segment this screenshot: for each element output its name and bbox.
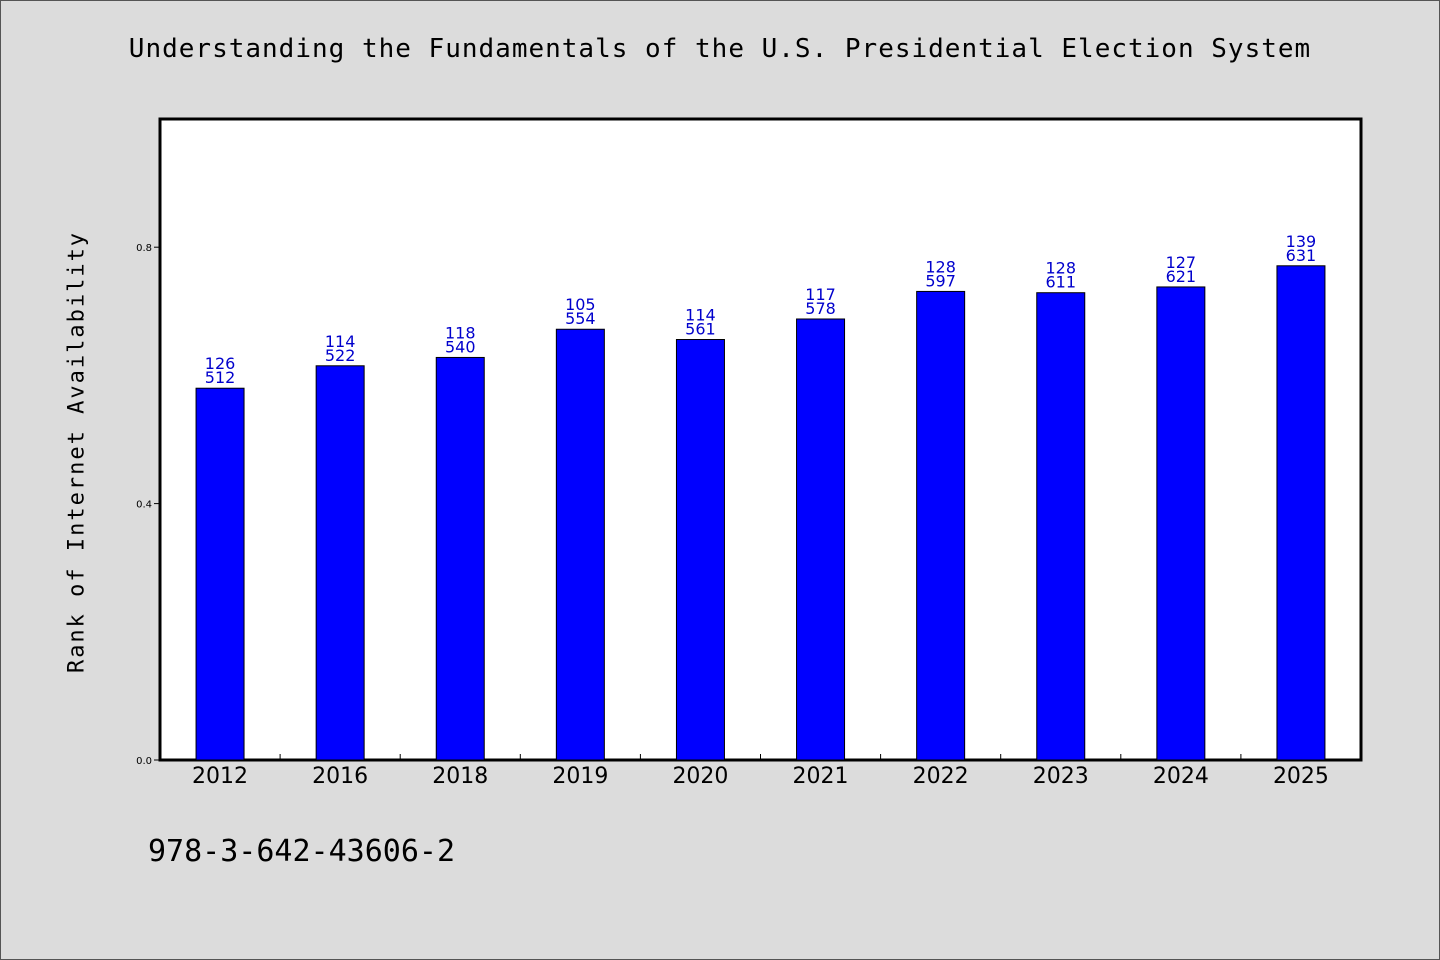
value-label-bottom: 621 [1166,267,1197,286]
bar [796,318,846,761]
bar [675,339,725,761]
x-tick-label: 2019 [552,764,608,789]
bar [1276,265,1326,761]
bar [435,356,485,761]
x-tick-label: 2024 [1153,764,1209,789]
value-label-bottom: 554 [565,309,596,328]
bar [1156,286,1206,761]
value-label-top: 126 [205,354,236,373]
value-label-top: 105 [565,295,596,314]
value-label-top: 117 [805,285,836,304]
x-tick-label: 2012 [192,764,248,789]
value-label-top: 127 [1166,253,1197,272]
x-tick-label: 2016 [312,764,368,789]
value-label-bottom: 597 [925,271,956,290]
value-label-bottom: 561 [685,320,716,339]
y-axis-label: Rank of Internet Availability [64,230,90,674]
bar [916,290,966,761]
y-tick-label: 0.8 [136,243,152,254]
isbn-text: 978-3-642-43606-2 [148,834,456,869]
value-label-top: 114 [325,332,356,351]
bar [195,387,245,761]
value-label-top: 128 [925,257,956,276]
value-label-bottom: 631 [1286,246,1317,265]
x-tick-label: 2023 [1033,764,1089,789]
chart-title: Understanding the Fundamentals of the U.… [128,34,1312,64]
value-label-top: 114 [685,306,716,325]
y-tick-label: 0.4 [136,500,152,511]
bar [555,328,605,761]
x-tick-label: 2018 [432,764,488,789]
x-axis-ticks: 2012 2016 2018 2019 2020 2021 2022 2023 2024 2025 [192,754,1329,789]
x-tick-label: 2020 [672,764,728,789]
value-label-top: 139 [1286,232,1317,251]
value-label-bottom: 578 [805,299,836,318]
bar [315,365,365,761]
value-label-top: 128 [1045,259,1076,278]
x-tick-label: 2021 [793,764,849,789]
value-label-bottom: 512 [205,368,236,387]
y-tick-label: 0.0 [136,756,152,767]
value-label-top: 118 [445,323,476,342]
value-label-bottom: 540 [445,337,476,356]
bars [195,265,1326,761]
bar [1036,292,1086,761]
y-axis-ticks: 0.0 0.4 0.8 [136,243,160,767]
value-label-bottom: 522 [325,346,356,365]
x-tick-label: 2025 [1273,764,1329,789]
value-label-bottom: 611 [1045,273,1076,292]
x-tick-label: 2022 [913,764,969,789]
